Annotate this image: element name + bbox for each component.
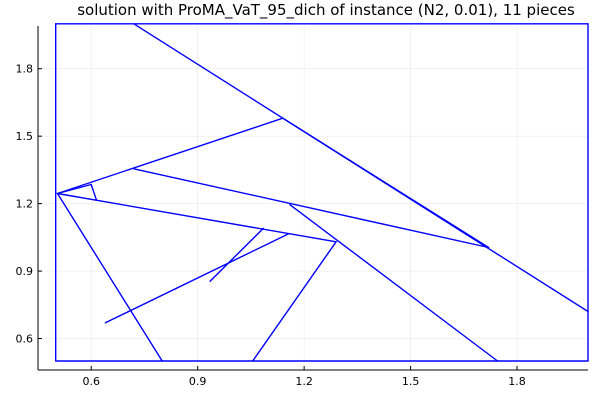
series-line bbox=[104, 233, 289, 324]
series-line bbox=[56, 192, 163, 362]
x-tick-label: 1.8 bbox=[508, 375, 526, 388]
series-line bbox=[209, 227, 264, 282]
axes bbox=[37, 26, 588, 371]
series-line bbox=[56, 117, 284, 195]
x-ticks: 0.6 0.9 1.2 1.5 1.8 bbox=[82, 366, 526, 388]
x-tick-label: 0.9 bbox=[189, 375, 207, 388]
y-tick-label: 0.6 bbox=[16, 333, 34, 346]
y-tick-label: 0.9 bbox=[16, 265, 34, 278]
series-line bbox=[251, 241, 337, 362]
x-tick-label: 0.6 bbox=[82, 375, 100, 388]
series-line bbox=[55, 23, 589, 362]
y-tick-label: 1.5 bbox=[16, 130, 34, 143]
chart-title: solution with ProMA_VaT_95_dich of insta… bbox=[77, 1, 575, 20]
x-tick-label: 1.5 bbox=[402, 375, 420, 388]
series-line bbox=[56, 192, 337, 243]
y-ticks: 0.6 0.9 1.2 1.5 1.8 bbox=[16, 63, 42, 346]
series bbox=[55, 23, 589, 362]
series-line bbox=[56, 183, 92, 195]
series-line bbox=[90, 183, 98, 201]
x-tick-label: 1.2 bbox=[295, 375, 313, 388]
y-tick-label: 1.2 bbox=[16, 198, 34, 211]
series-line bbox=[282, 117, 490, 249]
series-line bbox=[133, 168, 490, 249]
y-tick-label: 1.8 bbox=[16, 63, 34, 76]
grid bbox=[38, 26, 588, 370]
series-line bbox=[289, 203, 499, 362]
